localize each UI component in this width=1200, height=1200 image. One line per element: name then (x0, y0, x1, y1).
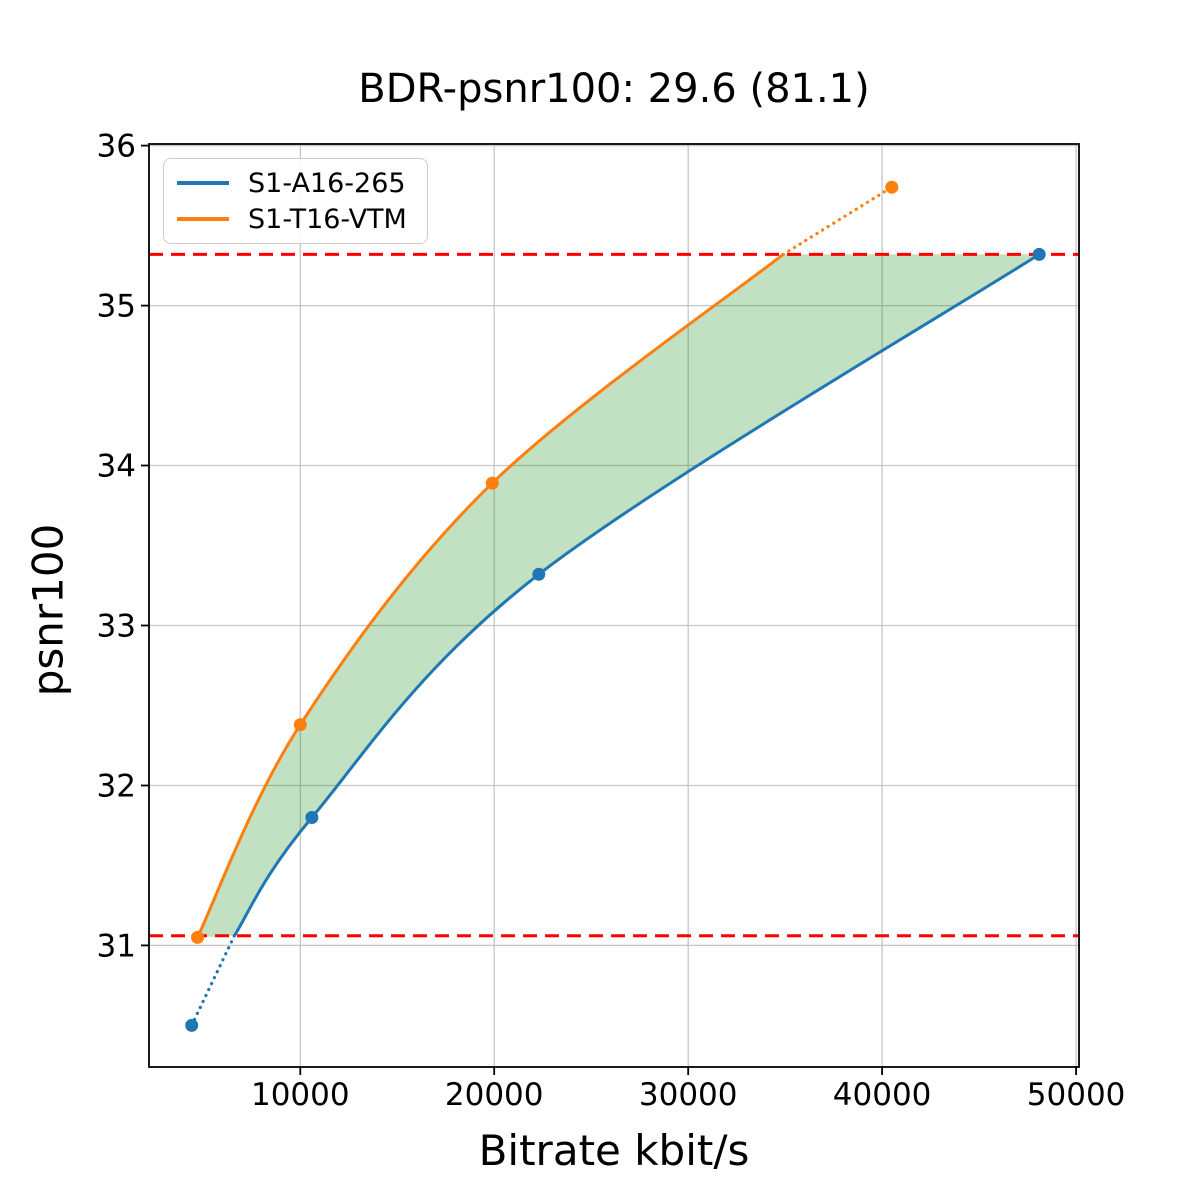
data-point-marker (485, 476, 499, 490)
series-curve-s1-a16-265 (233, 253, 1041, 937)
y-tick-label: 31 (97, 928, 136, 964)
legend-label: S1-A16-265 (248, 167, 406, 199)
bd-shade-polygon (197, 254, 1040, 938)
data-point-marker (1032, 247, 1046, 261)
legend-item: S1-T16-VTM (177, 202, 407, 236)
series-dotted-s1-t16-vtm (781, 185, 894, 256)
series-dotted-s1-a16-265 (190, 934, 236, 1028)
x-tick-label: 10000 (251, 1077, 350, 1113)
series-curves (190, 185, 1041, 1028)
data-point-marker (185, 1018, 199, 1032)
bd-shade-region (197, 254, 1040, 938)
x-tick-label: 30000 (639, 1077, 738, 1113)
y-tick-label: 33 (97, 609, 136, 645)
chart-title: BDR-psnr100: 29.6 (81.1) (358, 66, 870, 112)
data-point-marker (532, 567, 546, 581)
data-point-marker (191, 930, 204, 944)
x-axis-label: Bitrate kbit/s (478, 1126, 750, 1175)
y-axis-label: psnr100 (23, 523, 73, 697)
legend: S1-A16-265 S1-T16-VTM (163, 158, 428, 244)
series-curve-s1-t16-vtm (196, 253, 785, 939)
data-point-markers (185, 180, 1046, 1032)
legend-item: S1-A16-265 (177, 166, 407, 200)
y-tick-label: 35 (97, 289, 136, 325)
x-tick-label: 20000 (445, 1077, 544, 1113)
bd-bound-lines (149, 252, 1079, 938)
gridlines (149, 144, 1079, 1067)
axis-tick-labels: 10000 20000 30000 40000 50000 31 32 33 34 35 36 (97, 129, 1126, 1113)
y-tick-label: 36 (97, 129, 136, 165)
data-point-marker (293, 718, 307, 732)
legend-label: S1-T16-VTM (248, 203, 407, 235)
legend-line-sample-blue (177, 181, 229, 185)
data-point-marker (885, 180, 899, 194)
x-tick-label: 40000 (833, 1077, 932, 1113)
data-point-marker (305, 811, 319, 824)
y-tick-label: 34 (97, 449, 136, 485)
axis-ticks (141, 144, 1077, 1075)
plot-frame (148, 143, 1080, 1068)
legend-line-sample-orange (177, 217, 229, 221)
x-tick-label: 50000 (1027, 1077, 1126, 1113)
y-tick-label: 32 (97, 769, 136, 805)
